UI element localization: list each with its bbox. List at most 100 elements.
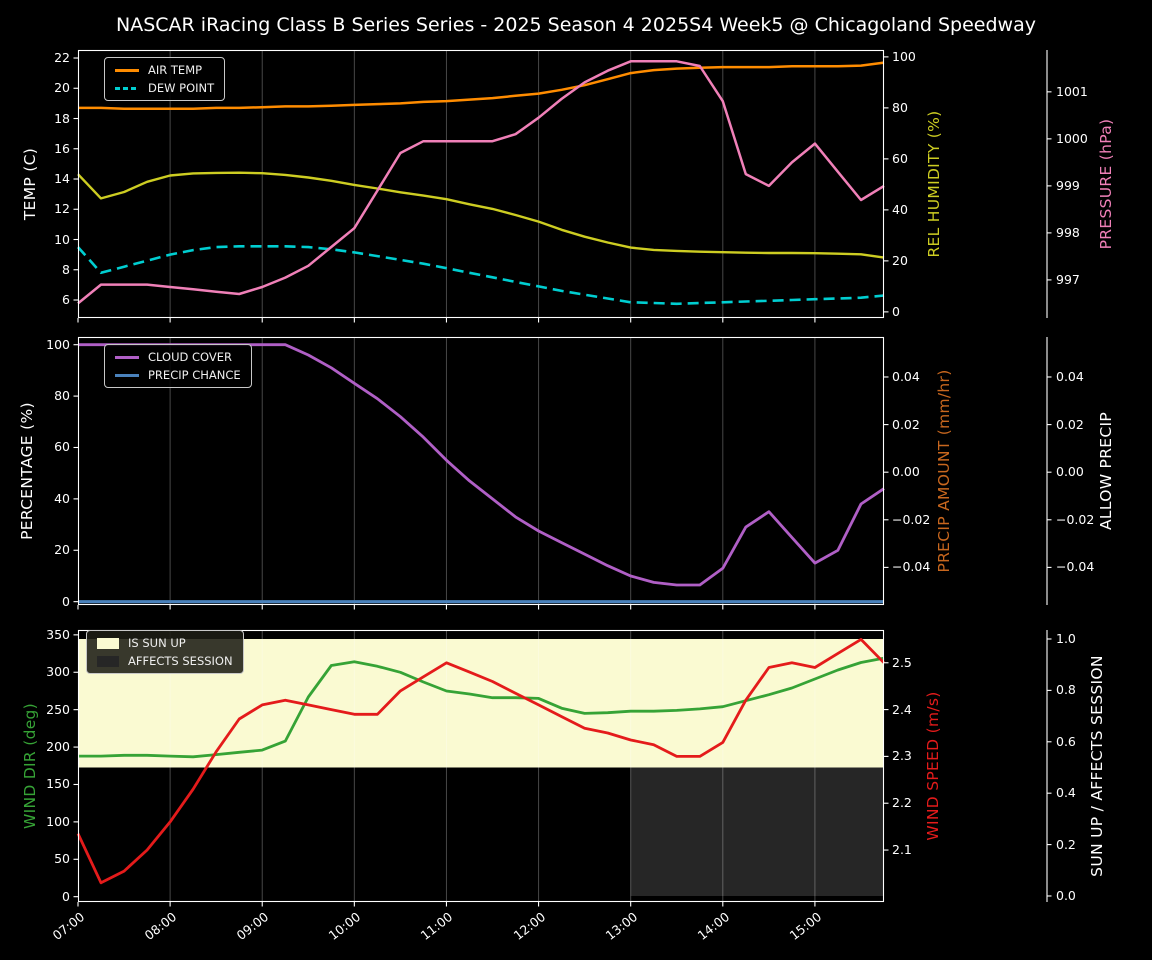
affects-session-fill xyxy=(630,767,884,896)
y-tick-label: 50 xyxy=(54,851,70,867)
dew-point-line xyxy=(77,245,885,306)
x-tick-label: 15:00 xyxy=(786,909,825,944)
precip-amount-axis-label: PRECIP AMOUNT (mm/hr) xyxy=(935,369,953,573)
rel-humidity-line xyxy=(77,171,885,259)
legend-item: IS SUN UP xyxy=(97,636,233,650)
y-tick-label: 0.0 xyxy=(1056,887,1076,903)
x-tick-label: 10:00 xyxy=(325,909,364,944)
wind-dir-line xyxy=(78,656,885,759)
air-temp-line xyxy=(78,61,885,110)
legend-item: AFFECTS SESSION xyxy=(97,654,233,668)
wind-speed-line xyxy=(76,637,885,885)
y-tick-label: 300 xyxy=(46,664,70,680)
y-tick-label: 0.6 xyxy=(1056,733,1076,749)
legend-label: PRECIP CHANCE xyxy=(148,368,241,382)
x-tick-label: 13:00 xyxy=(602,909,640,944)
air-temp-swatch xyxy=(115,68,139,72)
legend-item: DEW POINT xyxy=(115,81,214,95)
y-tick-label: −0.02 xyxy=(892,511,931,527)
y-tick-label: 0 xyxy=(62,888,70,904)
y-tick-label: 0 xyxy=(62,593,70,609)
plot-border xyxy=(77,49,885,319)
sun-up-axis-label: SUN UP / AFFECTS SESSION xyxy=(1088,655,1106,877)
plot-border xyxy=(77,336,885,606)
precipitation-legend: CLOUD COVER PRECIP CHANCE xyxy=(104,344,252,388)
precip-chance-swatch xyxy=(115,373,139,377)
plot-border xyxy=(77,629,885,903)
y-tick-label: 100 xyxy=(46,813,70,829)
y-tick-label: 100 xyxy=(46,336,70,352)
y-tick-label: 10 xyxy=(54,231,70,247)
y-tick-label: −0.02 xyxy=(1056,511,1095,527)
y-tick-label: 0.4 xyxy=(1056,785,1076,801)
dew-point-swatch xyxy=(115,86,139,90)
legend-item: AIR TEMP xyxy=(115,63,214,77)
is-sun-up-swatch xyxy=(97,637,119,649)
legend-label: AFFECTS SESSION xyxy=(128,654,233,668)
y-tick-label: 1000 xyxy=(1056,130,1088,146)
y-tick-label: 80 xyxy=(892,99,908,115)
y-tick-label: 20 xyxy=(892,252,908,268)
y-tick-label: 14 xyxy=(54,171,70,186)
wind-legend: IS SUN UP AFFECTS SESSION xyxy=(86,630,244,674)
y-tick-label: −0.04 xyxy=(892,559,931,575)
legend-item: CLOUD COVER xyxy=(115,350,241,364)
y-tick-label: 6 xyxy=(62,292,70,307)
y-tick-label: 20 xyxy=(54,542,70,558)
y-tick-label: 0.02 xyxy=(1056,416,1084,432)
legend-label: CLOUD COVER xyxy=(148,350,233,364)
y-tick-label: −0.04 xyxy=(1056,559,1095,575)
x-tick-label: 09:00 xyxy=(233,909,272,944)
percentage-axis-label: PERCENTAGE (%) xyxy=(18,402,36,540)
wind-dir-axis-label: WIND DIR (deg) xyxy=(21,702,39,830)
y-tick-label: 998 xyxy=(1056,224,1080,240)
x-tick-label: 14:00 xyxy=(694,909,733,944)
x-tick-label: 07:00 xyxy=(49,909,88,944)
legend-item: PRECIP CHANCE xyxy=(115,368,241,382)
y-tick-label: 200 xyxy=(46,739,70,755)
y-tick-label: 0.04 xyxy=(892,368,920,384)
y-tick-label: 1.0 xyxy=(1056,630,1076,646)
y-tick-label: 2.5 xyxy=(892,654,912,670)
temperature-panel xyxy=(73,49,1052,323)
x-tick-label: 08:00 xyxy=(141,909,180,944)
legend-label: IS SUN UP xyxy=(128,636,186,650)
y-tick-label: 350 xyxy=(46,626,70,642)
chart-title: NASCAR iRacing Class B Series Series - 2… xyxy=(116,14,1036,36)
y-tick-label: 8 xyxy=(62,261,70,277)
y-tick-label: 16 xyxy=(54,140,70,156)
legend-label: DEW POINT xyxy=(148,81,215,95)
y-tick-label: 0.02 xyxy=(892,416,920,432)
y-tick-label: 1001 xyxy=(1056,83,1088,99)
y-tick-label: 22 xyxy=(54,50,70,66)
x-tick-label: 11:00 xyxy=(418,909,456,944)
y-tick-label: 18 xyxy=(54,110,70,126)
y-tick-label: 80 xyxy=(54,388,70,404)
temperature-legend: AIR TEMP DEW POINT xyxy=(104,57,226,101)
y-tick-label: 0.00 xyxy=(1056,464,1084,480)
wind-speed-axis-label: WIND SPEED (m/s) xyxy=(924,691,942,841)
pressure-axis-label: PRESSURE (hPa) xyxy=(1097,118,1115,250)
humidity-axis-label: REL HUMIDITY (%) xyxy=(925,110,943,258)
y-tick-label: 0.04 xyxy=(1056,368,1084,384)
pressure-line xyxy=(77,60,885,305)
y-tick-label: 2.3 xyxy=(892,748,912,764)
y-tick-label: 60 xyxy=(892,150,908,166)
y-tick-label: 12 xyxy=(54,201,70,217)
y-tick-label: 999 xyxy=(1056,177,1080,193)
x-tick-label: 12:00 xyxy=(510,909,548,944)
y-tick-label: 2.4 xyxy=(892,701,912,717)
y-tick-label: 0.00 xyxy=(892,464,920,480)
allow-precip-axis-label: ALLOW PRECIP xyxy=(1097,411,1115,531)
y-tick-label: 0.2 xyxy=(1056,836,1076,852)
y-tick-label: 0.8 xyxy=(1056,682,1076,698)
y-tick-label: 40 xyxy=(54,490,70,506)
cloud-cover-swatch xyxy=(115,355,139,359)
y-tick-label: 20 xyxy=(54,80,70,96)
y-tick-label: 150 xyxy=(46,776,70,792)
y-tick-label: 997 xyxy=(1056,271,1080,287)
y-tick-label: 2.1 xyxy=(892,842,912,858)
legend-label: AIR TEMP xyxy=(148,63,203,77)
y-tick-label: 100 xyxy=(892,48,916,64)
y-tick-label: 40 xyxy=(892,201,908,217)
